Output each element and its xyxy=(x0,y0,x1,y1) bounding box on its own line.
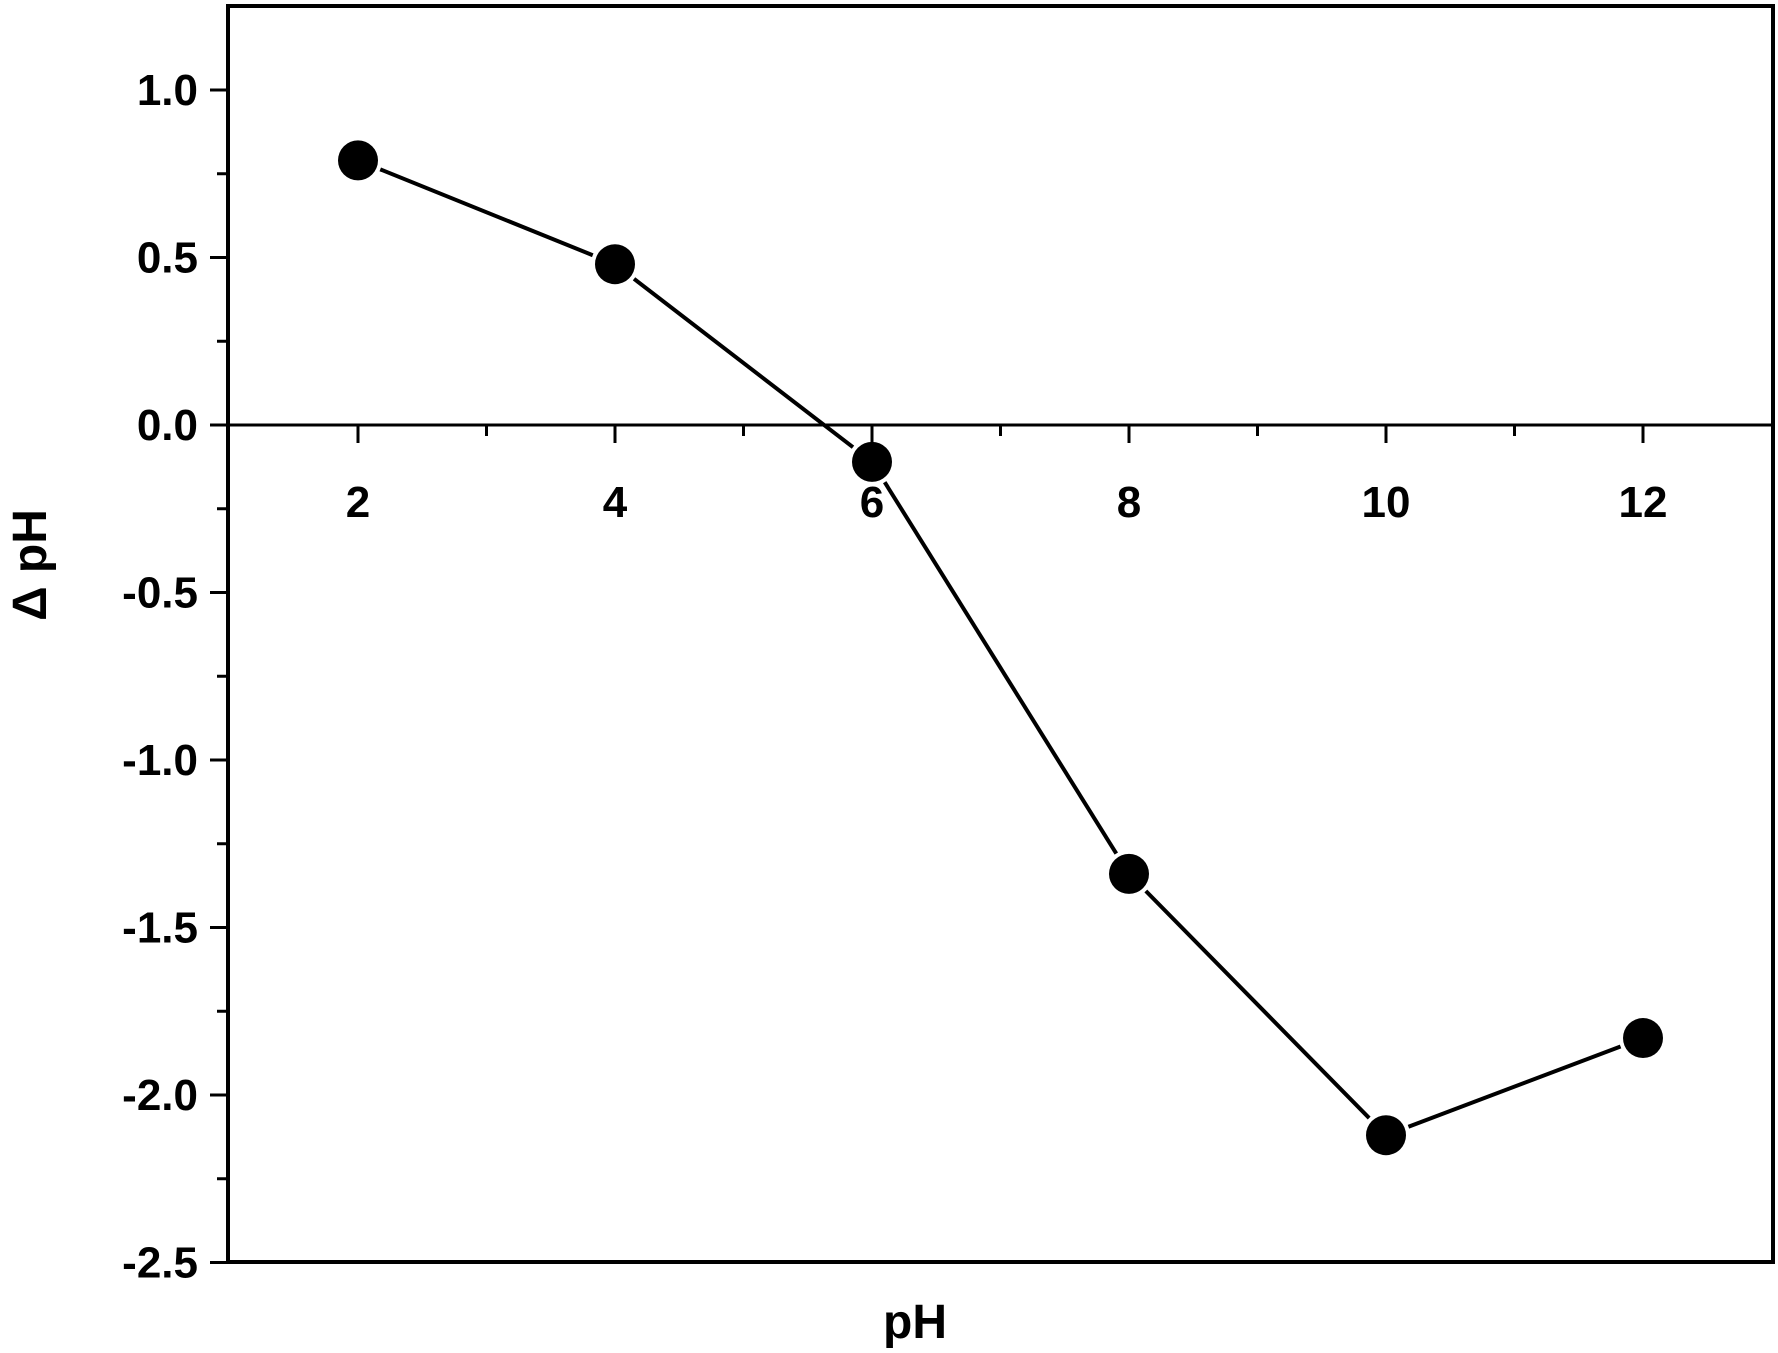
series-segment xyxy=(379,167,594,258)
data-points xyxy=(338,140,1663,1156)
data-point xyxy=(1366,1115,1406,1156)
series-segment xyxy=(883,481,1118,855)
y-tick-label: 0.5 xyxy=(137,234,198,283)
x-tick-label: 12 xyxy=(1619,478,1668,527)
data-point xyxy=(1109,853,1149,894)
y-axis-ticks: 1.0 0.5 0.0 -0.5 -1.0 -1.5 -2.0 -2.5 xyxy=(122,66,228,1288)
plot-frame xyxy=(226,4,1775,1264)
data-point xyxy=(595,244,635,285)
data-point xyxy=(852,441,892,482)
x-tick-label: 6 xyxy=(860,478,884,527)
y-axis-title: Δ pH xyxy=(4,509,57,621)
series-line xyxy=(379,167,1622,1129)
y-tick-label: 1.0 xyxy=(137,66,198,115)
y-tick-label: -2.0 xyxy=(122,1071,198,1120)
x-tick-label: 8 xyxy=(1117,478,1141,527)
x-axis-ticks: 2 4 6 8 10 12 xyxy=(346,425,1668,527)
series-segment xyxy=(632,277,855,449)
y-tick-label: 0.0 xyxy=(137,401,198,450)
data-point xyxy=(338,140,378,181)
series-segment xyxy=(1407,1044,1622,1129)
data-point xyxy=(1623,1018,1663,1059)
y-tick-label: -1.0 xyxy=(122,736,198,785)
x-axis-title: pH xyxy=(883,1296,947,1349)
y-tick-label: -0.5 xyxy=(122,569,198,618)
x-tick-label: 10 xyxy=(1362,478,1411,527)
y-tick-label: -2.5 xyxy=(122,1239,198,1288)
x-tick-label: 2 xyxy=(346,478,370,527)
y-tick-label: -1.5 xyxy=(122,904,198,953)
x-tick-label: 4 xyxy=(603,478,628,527)
series-segment xyxy=(1144,889,1371,1120)
